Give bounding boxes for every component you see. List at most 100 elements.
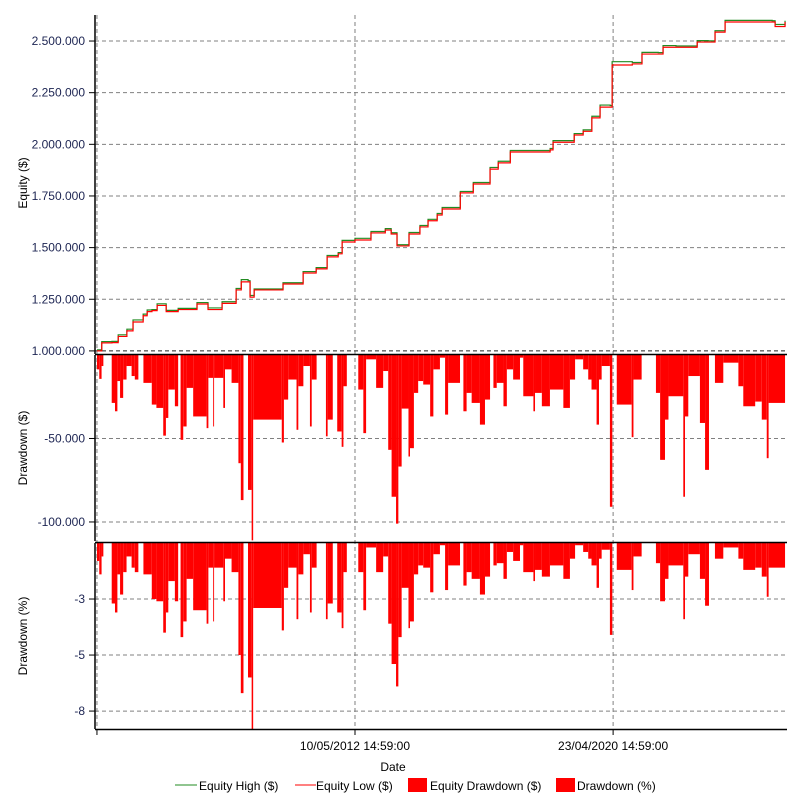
drawdown-bar-usd — [601, 355, 610, 367]
drawdown-bar-pct — [768, 543, 786, 568]
y-tick-label: 1.000.000 — [32, 344, 86, 358]
drawdown-bar-usd — [398, 355, 402, 467]
drawdown-bar-pct — [343, 543, 347, 573]
drawdown-bar-pct — [549, 543, 564, 566]
drawdown-bar-pct — [738, 543, 744, 559]
drawdown-bar-pct — [396, 543, 399, 687]
drawdown-bar-pct — [660, 543, 666, 602]
chart-marks — [96, 19, 786, 729]
drawdown-bar-pct — [156, 543, 164, 602]
drawdown-bar-usd — [463, 355, 467, 412]
legend-item-equity-low[interactable]: Equity Low ($) — [295, 779, 393, 793]
drawdown-bar-usd — [99, 355, 102, 379]
drawdown-bar-usd — [311, 355, 317, 380]
drawdown-bar-usd — [383, 355, 389, 372]
drawdown-bar-usd — [688, 355, 700, 377]
drawdown-bar-usd — [337, 355, 342, 432]
drawdown-bar-pct — [743, 543, 756, 570]
legend-label-drawdown-pct: Drawdown (%) — [577, 779, 656, 793]
legend-item-drawdown-pct[interactable]: Drawdown (%) — [556, 778, 656, 793]
drawdown-bar-usd — [325, 355, 328, 437]
drawdown-bar-pct — [714, 543, 724, 559]
drawdown-bar-usd — [238, 355, 241, 464]
drawdown-bar-pct — [705, 543, 709, 606]
drawdown-bar-usd — [699, 355, 706, 423]
drawdown-bar-pct — [433, 543, 440, 555]
drawdown-bar-pct — [363, 543, 367, 611]
drawdown-bar-usd — [224, 355, 232, 370]
drawdown-bar-pct — [96, 543, 100, 561]
drawdown-bar-pct — [423, 543, 431, 568]
drawdown-bar-pct — [398, 543, 402, 638]
drawdown-bar-pct — [523, 543, 534, 573]
drawdown-bar-usd — [120, 355, 124, 398]
drawdown-bar-pct — [513, 543, 520, 561]
panel-frames — [94, 15, 787, 731]
y-axis-title-equity: Equity ($) — [16, 157, 30, 208]
drawdown-bar-usd — [186, 355, 194, 388]
drawdown-bar-pct — [223, 543, 225, 602]
y-tick-label: -100.000 — [38, 515, 86, 529]
drawdown-bar-usd — [768, 355, 786, 403]
drawdown-bar-usd — [408, 355, 410, 457]
drawdown-bar-pct — [596, 543, 599, 588]
drawdown-bar-usd — [327, 355, 333, 420]
drawdown-bar-usd — [114, 355, 118, 412]
drawdown-bar-usd — [391, 355, 397, 497]
drawdown-bar-pct — [633, 543, 642, 557]
drawdown-bar-usd — [309, 355, 312, 427]
drawdown-bar-pct — [311, 543, 317, 568]
drawdown-bar-usd — [223, 355, 225, 408]
drawdown-bar-pct — [253, 543, 282, 608]
drawdown-bar-usd — [430, 355, 434, 417]
drawdown-bar-usd — [723, 355, 739, 363]
drawdown-bar-pct — [506, 543, 514, 552]
drawdown-bar-usd — [423, 355, 431, 385]
drawdown-bar-usd — [575, 355, 584, 360]
y-tick-label: -8 — [74, 704, 85, 718]
grid-lines — [95, 15, 787, 729]
drawdown-bar-usd — [668, 355, 684, 397]
drawdown-bar-pct — [463, 543, 467, 586]
drawdown-bar-usd — [376, 355, 384, 388]
drawdown-bar-pct — [601, 543, 610, 550]
drawdown-bar-usd — [123, 355, 127, 380]
drawdown-bar-pct — [134, 543, 139, 573]
drawdown-bar-pct — [296, 543, 299, 620]
drawdown-bar-usd — [134, 355, 139, 380]
drawdown-bar-usd — [479, 355, 485, 425]
drawdown-bar-pct — [131, 543, 135, 568]
drawdown-bar-pct — [413, 543, 419, 575]
drawdown-bar-pct — [591, 543, 597, 566]
drawdown-bar-pct — [391, 543, 397, 665]
drawdown-bar-usd — [214, 355, 224, 378]
drawdown-bar-usd — [180, 355, 184, 440]
drawdown-bar-usd — [231, 355, 239, 383]
drawdown-bar-usd — [298, 355, 304, 387]
drawdown-bar-usd — [535, 355, 542, 393]
drawdown-bar-usd — [513, 355, 520, 380]
drawdown-bar-usd — [631, 355, 634, 438]
drawdown-bar-usd — [183, 355, 187, 427]
drawdown-bar-usd — [288, 355, 297, 380]
drawdown-bar-usd — [496, 355, 504, 383]
y-tick-label: -50.000 — [44, 431, 85, 445]
drawdown-bar-usd — [296, 355, 299, 430]
drawdown-bar-pct — [337, 543, 342, 613]
drawdown-bar-pct — [445, 543, 449, 591]
drawdown-bar-pct — [186, 543, 194, 579]
drawdown-bar-pct — [309, 543, 312, 613]
drawdown-bar-usd — [143, 355, 152, 383]
series-line-equity-high — [96, 19, 786, 351]
drawdown-bar-usd — [358, 355, 364, 390]
legend-item-equity-high[interactable]: Equity High ($) — [175, 779, 278, 793]
drawdown-bar-pct — [598, 543, 602, 559]
legend-item-equity-drawdown[interactable]: Equity Drawdown ($) — [408, 778, 541, 793]
drawdown-bar-usd — [193, 355, 207, 417]
drawdown-bar-usd — [506, 355, 514, 370]
drawdown-bar-pct — [688, 543, 700, 555]
drawdown-bar-usd — [303, 355, 310, 367]
y-tick-label: 2.000.000 — [32, 137, 86, 151]
legend-swatch-drawdown-pct — [556, 778, 575, 792]
drawdown-bar-usd — [439, 355, 446, 358]
